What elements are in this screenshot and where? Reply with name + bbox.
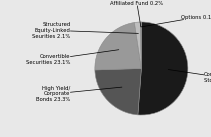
Wedge shape (95, 68, 141, 115)
Text: Convertible
Securities 23.1%: Convertible Securities 23.1% (26, 50, 119, 65)
Wedge shape (95, 22, 141, 70)
Wedge shape (134, 22, 141, 68)
Text: Options 0.1%: Options 0.1% (141, 15, 211, 27)
Wedge shape (138, 22, 188, 115)
Text: Structured
Equity-Linked
Seurities 2.1%: Structured Equity-Linked Seurities 2.1% (32, 22, 138, 39)
Text: Common
Stock 51.2%: Common Stock 51.2% (168, 69, 211, 83)
Text: High Yield/
Corporate
Bonds 23.3%: High Yield/ Corporate Bonds 23.3% (36, 86, 122, 102)
Text: Investments in
Affiliated Fund 0.2%: Investments in Affiliated Fund 0.2% (110, 0, 163, 27)
